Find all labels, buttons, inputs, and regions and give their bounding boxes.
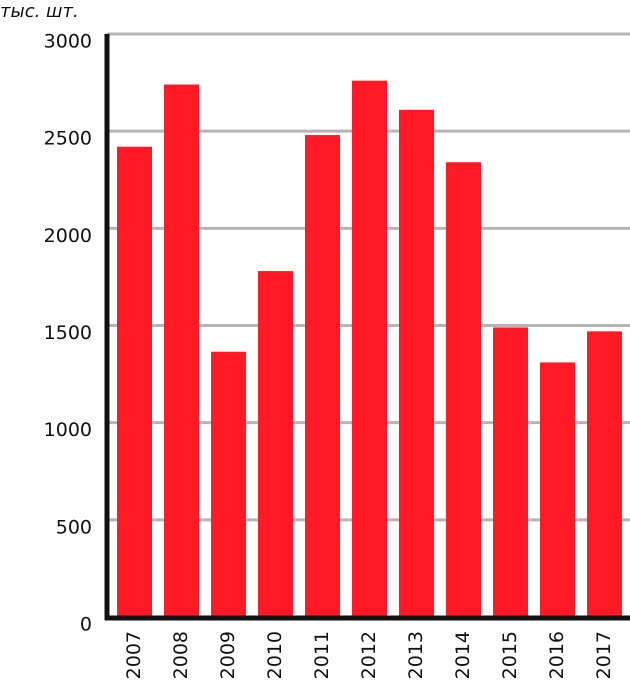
y-tick-label: 2000: [44, 225, 92, 247]
bar: [587, 331, 622, 617]
y-tick-label: 3000: [44, 31, 92, 53]
bar: [211, 351, 246, 617]
y-axis-unit: тыс. шт.: [0, 1, 79, 22]
bar: [305, 135, 340, 617]
x-tick-label: 2014: [452, 631, 474, 679]
bar: [164, 84, 199, 617]
x-tick-label: 2009: [217, 631, 239, 679]
x-tick-label: 2011: [311, 631, 333, 679]
x-tick-label: 2013: [405, 631, 427, 679]
x-tick-label: 2007: [123, 631, 145, 679]
x-tick-label: 2015: [499, 631, 521, 679]
x-tick-label: 2008: [170, 631, 192, 679]
bar: [493, 327, 528, 617]
x-tick-label: 2012: [358, 631, 380, 679]
bar: [446, 162, 481, 617]
y-tick-label: 1000: [44, 419, 92, 441]
x-tick-label: 2016: [546, 631, 568, 679]
bar: [258, 271, 293, 617]
y-tick-label: 0: [80, 614, 92, 636]
bar: [352, 80, 387, 617]
x-tick-label: 2017: [593, 631, 615, 679]
bar: [117, 146, 152, 618]
y-tick-label: 2500: [44, 128, 92, 150]
y-tick-label: 500: [56, 516, 92, 538]
bar: [399, 109, 434, 617]
y-tick-label: 1500: [44, 322, 92, 344]
bar: [540, 362, 575, 617]
x-tick-label: 2010: [264, 631, 286, 679]
